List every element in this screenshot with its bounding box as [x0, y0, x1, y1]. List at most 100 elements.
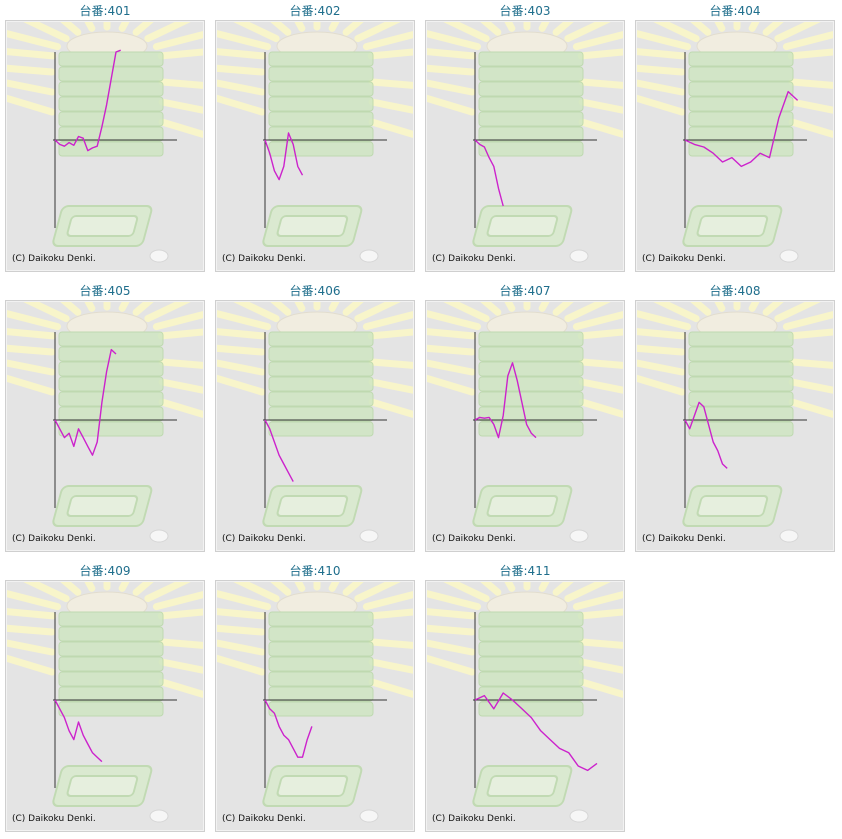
- chart-frame: (C) Daikoku Denki.: [5, 580, 205, 832]
- sunburst-rays: [7, 582, 203, 699]
- chart-title: 台番:401: [79, 4, 131, 18]
- coin-icon: [569, 249, 589, 263]
- chart-title: 台番:406: [289, 284, 341, 298]
- chart-svg: [7, 22, 203, 270]
- chart-cell: 台番:402 (C) Daikoku Denki.: [215, 2, 415, 272]
- chart-title: 台番:409: [79, 564, 131, 578]
- series-line: [264, 699, 313, 758]
- chart-cell: 台番:410 (C) Daikoku Denki.: [215, 562, 415, 832]
- sunburst-rays: [7, 22, 203, 139]
- sunburst-rays: [637, 302, 833, 419]
- series-line: [684, 90, 799, 168]
- coin-icon: [149, 249, 169, 263]
- sunburst-rays: [637, 22, 833, 139]
- copyright-credit: (C) Daikoku Denki.: [222, 254, 306, 264]
- series-line: [264, 419, 294, 482]
- tower-illustration: [58, 311, 164, 437]
- chart-frame: (C) Daikoku Denki.: [215, 20, 415, 272]
- chart-cell: 台番:409 (C) Daikoku Denki.: [5, 562, 205, 832]
- chart-title: 台番:404: [709, 4, 761, 18]
- sunburst-rays: [427, 302, 623, 419]
- copyright-credit: (C) Daikoku Denki.: [432, 254, 516, 264]
- chart-cell: 台番:404 (C) Daikoku Denki.: [635, 2, 835, 272]
- chart-frame: (C) Daikoku Denki.: [215, 300, 415, 552]
- tower-illustration: [268, 31, 374, 157]
- coin-icon: [359, 809, 379, 823]
- chart-title: 台番:405: [79, 284, 131, 298]
- tray-illustration: [472, 765, 573, 807]
- chart-title: 台番:410: [289, 564, 341, 578]
- coin-icon: [569, 529, 589, 543]
- coin-icon: [149, 809, 169, 823]
- tower-illustration: [58, 31, 164, 157]
- chart-svg: [7, 582, 203, 830]
- series-line: [684, 401, 728, 469]
- coin-icon: [359, 529, 379, 543]
- tray-illustration: [262, 485, 363, 527]
- coin-icon: [149, 529, 169, 543]
- series-line: [474, 139, 504, 207]
- chart-svg: [637, 22, 833, 270]
- chart-svg: [217, 582, 413, 830]
- chart-frame: (C) Daikoku Denki.: [425, 300, 625, 552]
- tower-illustration: [688, 31, 794, 157]
- tray-illustration: [262, 205, 363, 247]
- tray-illustration: [262, 765, 363, 807]
- tray-illustration: [682, 485, 783, 527]
- tower-illustration: [478, 591, 584, 717]
- tower-illustration: [478, 311, 584, 437]
- chart-svg: [7, 302, 203, 550]
- tower-illustration: [268, 591, 374, 717]
- chart-svg: [637, 302, 833, 550]
- chart-frame: (C) Daikoku Denki.: [425, 20, 625, 272]
- chart-cell: 台番:405 (C) Daikoku Denki.: [5, 282, 205, 552]
- copyright-credit: (C) Daikoku Denki.: [432, 534, 516, 544]
- chart-svg: [427, 302, 623, 550]
- tray-illustration: [52, 205, 153, 247]
- copyright-credit: (C) Daikoku Denki.: [642, 534, 726, 544]
- chart-svg: [217, 22, 413, 270]
- series-line: [474, 362, 537, 439]
- chart-svg: [217, 302, 413, 550]
- chart-title: 台番:403: [499, 4, 551, 18]
- copyright-credit: (C) Daikoku Denki.: [222, 534, 306, 544]
- sunburst-rays: [7, 302, 203, 419]
- coin-icon: [359, 249, 379, 263]
- copyright-credit: (C) Daikoku Denki.: [12, 814, 96, 824]
- chart-frame: (C) Daikoku Denki.: [635, 300, 835, 552]
- series-line: [474, 692, 598, 772]
- chart-cell: 台番:407 (C) Daikoku Denki.: [425, 282, 625, 552]
- chart-title: 台番:407: [499, 284, 551, 298]
- sunburst-rays: [217, 22, 413, 139]
- copyright-credit: (C) Daikoku Denki.: [432, 814, 516, 824]
- coin-icon: [779, 249, 799, 263]
- chart-cell: 台番:408 (C) Daikoku Denki.: [635, 282, 835, 552]
- chart-title: 台番:408: [709, 284, 761, 298]
- copyright-credit: (C) Daikoku Denki.: [642, 254, 726, 264]
- sunburst-rays: [427, 22, 623, 139]
- tower-illustration: [58, 591, 164, 717]
- series-line: [54, 348, 117, 456]
- chart-cell: 台番:403 (C) Daikoku Denki.: [425, 2, 625, 272]
- sunburst-rays: [217, 582, 413, 699]
- chart-cell: 台番:401 (C) Daikoku Denki.: [5, 2, 205, 272]
- tray-illustration: [682, 205, 783, 247]
- chart-svg: [427, 582, 623, 830]
- chart-cell: 台番:406 (C) Daikoku Denki.: [215, 282, 415, 552]
- tray-illustration: [52, 485, 153, 527]
- tower-illustration: [478, 31, 584, 157]
- chart-frame: (C) Daikoku Denki.: [635, 20, 835, 272]
- tray-illustration: [52, 765, 153, 807]
- chart-cell: 台番:411 (C) Daikoku Denki.: [425, 562, 625, 832]
- chart-frame: (C) Daikoku Denki.: [5, 300, 205, 552]
- coin-icon: [779, 529, 799, 543]
- series-line: [54, 49, 121, 152]
- chart-frame: (C) Daikoku Denki.: [215, 580, 415, 832]
- tray-illustration: [472, 205, 573, 247]
- chart-frame: (C) Daikoku Denki.: [425, 580, 625, 832]
- tower-illustration: [268, 311, 374, 437]
- copyright-credit: (C) Daikoku Denki.: [12, 254, 96, 264]
- chart-frame: (C) Daikoku Denki.: [5, 20, 205, 272]
- copyright-credit: (C) Daikoku Denki.: [12, 534, 96, 544]
- coin-icon: [569, 809, 589, 823]
